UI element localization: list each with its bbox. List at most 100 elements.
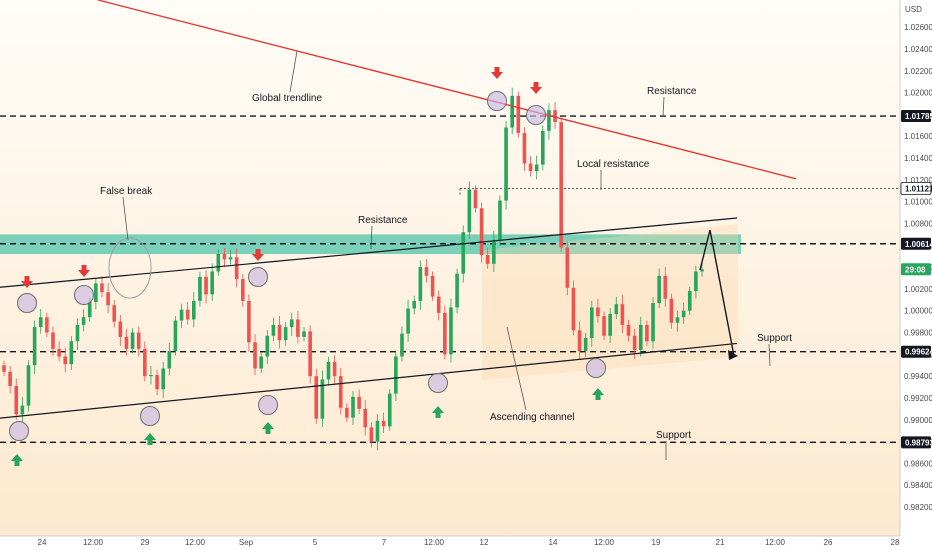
annotation-local-resistance: Local resistance [577,159,650,170]
price-tag-label: 1.01785 [905,112,932,121]
buy-arrow [11,454,23,466]
candle-body [161,368,165,390]
candle-body [577,330,582,352]
candle-body [675,317,680,323]
y-tick-label: 0.98400 [904,481,932,490]
candle-body [436,296,441,313]
candle-body [87,301,92,318]
annotation-ascending-channel: Ascending channel [490,412,575,423]
candle-body [198,276,202,301]
candle-body [485,255,490,264]
y-tick-label: 1.02000 [904,89,932,98]
candle-body [222,254,227,260]
candle-body [185,309,190,320]
buy-arrow [262,422,274,434]
candle-body [687,291,692,311]
candle-body [479,208,484,256]
candle-body [289,319,294,328]
annotation-resistance-top-pointer [662,96,665,118]
candle-body [32,327,37,366]
x-tick-label: 7 [382,538,387,547]
candle-body [8,371,12,386]
x-tick-label: 19 [652,538,661,547]
candle-body [516,95,521,133]
y-tick-label: 1.01200 [904,176,932,185]
buy-arrow [432,406,444,418]
y-tick-label: 0.99200 [904,394,932,403]
candle-body [265,335,270,357]
candle-body [38,317,43,328]
candle-body [253,342,257,369]
candle-body [26,365,31,406]
candle-body [443,312,447,355]
candle-body [547,110,551,131]
sell-arrow [530,82,542,94]
candle-body [271,324,276,336]
price-tag-label: 1.00614 [905,240,932,249]
candle-body [400,333,404,357]
candle-body [216,254,221,272]
candle-body [375,420,380,442]
annotation-resistance-top: Resistance [647,86,697,97]
candle-body [369,427,374,442]
y-tick-label: 1.01400 [904,154,932,163]
candle-body [418,267,423,301]
x-tick-label: 12:00 [424,538,445,547]
candle-body [559,122,563,248]
candle-body [100,283,104,293]
sell-arrow [78,265,90,277]
touch-circle [140,406,160,426]
x-tick-label: 12 [480,538,489,547]
candle-body [528,163,533,172]
candle-body [2,365,6,372]
channel-upper-line [0,217,738,288]
candle-body [75,324,80,342]
annotation-false-break-pointer [122,196,129,241]
candle-body [228,257,233,260]
candle-body [620,304,625,325]
touch-circle [428,373,448,393]
candle-body [387,393,392,427]
candle-body [204,276,208,295]
x-tick-label: 12:00 [765,538,786,547]
candle-body [240,279,245,301]
candle-body [247,300,251,343]
candle-body [302,331,306,337]
candle-body [14,385,19,415]
candle-body [694,271,698,292]
x-tick-label: 28 [891,538,900,547]
y-tick-label: 1.00800 [904,219,932,228]
x-tick-label: 5 [313,538,318,547]
annotation-global-trendline-pointer [289,50,298,93]
candle-body [381,420,386,427]
channel-lower-line [0,342,738,419]
candle-body [81,317,86,325]
candle-body [614,304,619,314]
plot-layer: Global trendline Resistance Local resistan… [0,0,900,466]
projection-path [699,229,735,357]
sell-arrow [491,67,503,79]
candle-body [149,375,153,377]
y-tick-label: 1.02200 [904,67,932,76]
candle-body [283,327,288,341]
candle-body [571,287,576,331]
candle-body [51,332,55,349]
candle-body [136,332,141,349]
candle-body [357,396,361,409]
touch-circle [258,395,278,415]
candle-body [663,275,668,299]
candle-body [473,189,478,209]
price-tag-box [901,237,931,250]
plot-background [0,0,900,536]
y-tick-label: 1.01000 [904,198,932,207]
candle-body [412,300,417,309]
touch-circle [526,105,546,125]
candle-body [106,292,110,306]
y-tick-label: 0.99400 [904,372,932,381]
candle-body [534,164,539,172]
candle-body [234,257,239,280]
annotation-support-bottom: Support [656,430,691,441]
candle-body [583,337,588,352]
projection-arrowhead [728,350,738,360]
